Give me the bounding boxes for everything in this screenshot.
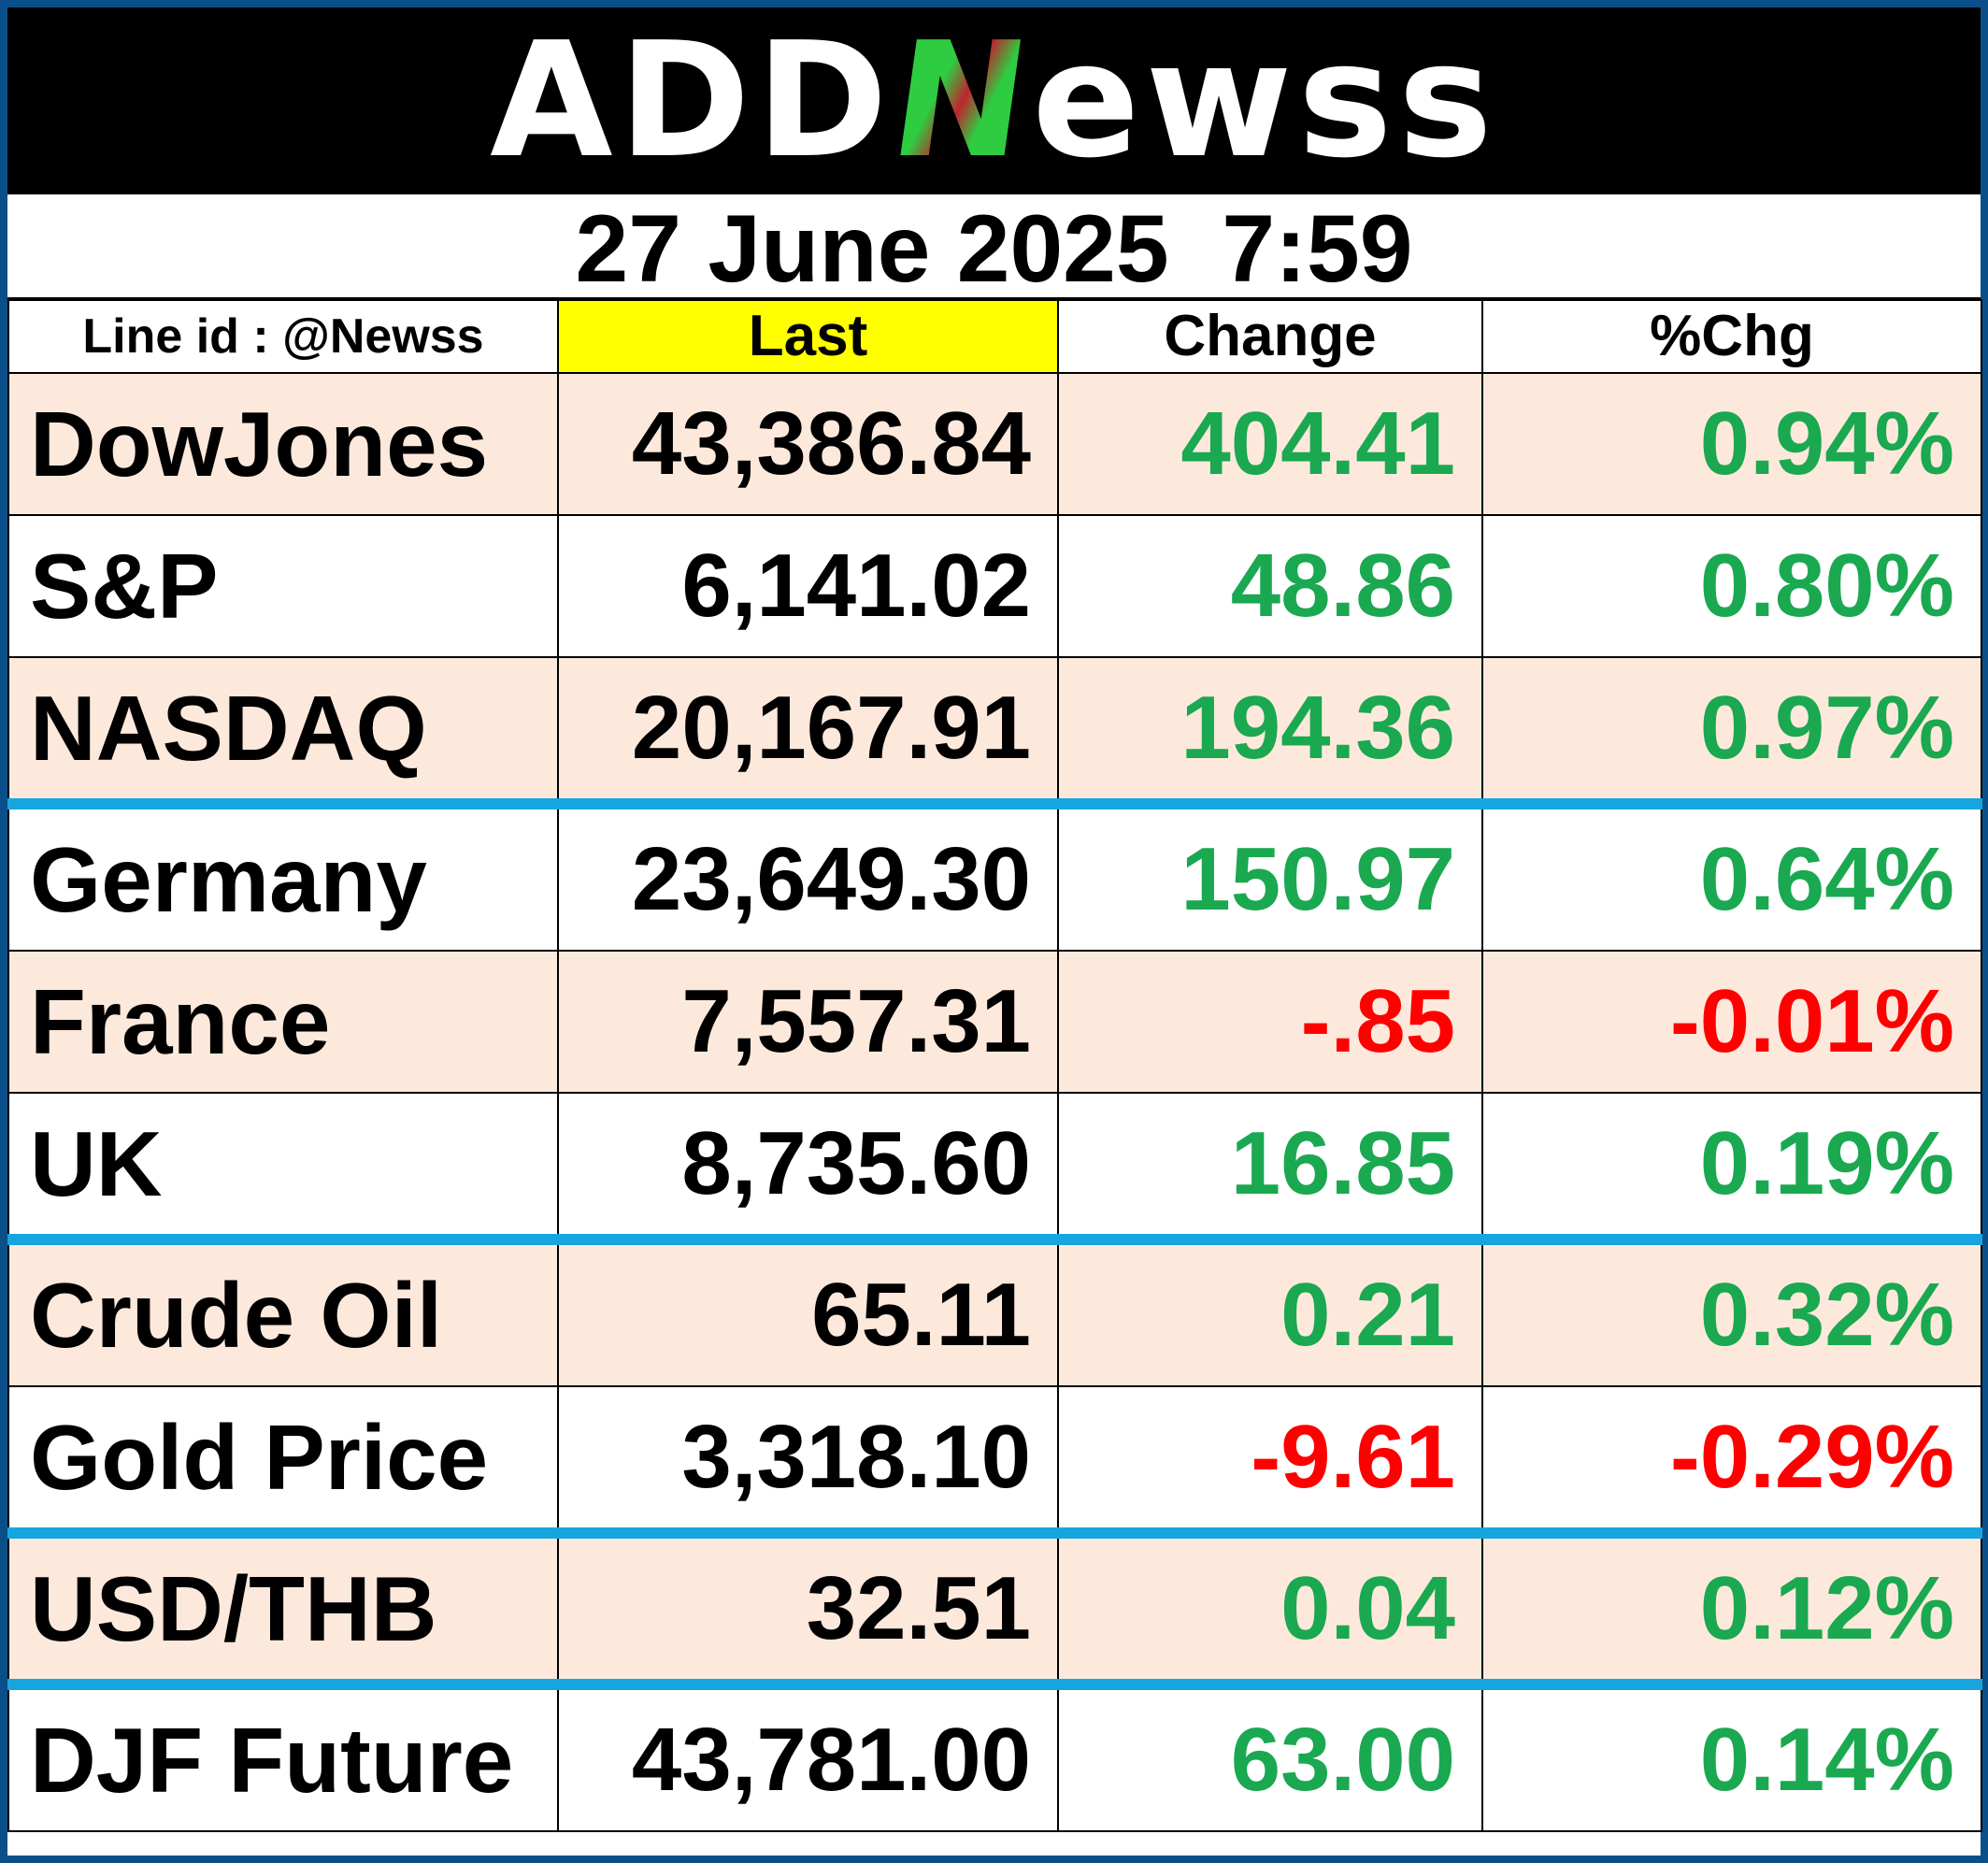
logo-part-b: ewss (1032, 8, 1498, 193)
table-row: S&P 6,141.02 48.86 0.80% (7, 515, 1982, 658)
table-row: Gold Price 3,318.10 -9.61 -0.29% (7, 1386, 1982, 1534)
row-name: USD/THB (7, 1527, 559, 1685)
row-change: 16.85 (1057, 1093, 1483, 1240)
row-pct: 0.14% (1481, 1679, 1982, 1832)
row-change: -.85 (1057, 951, 1483, 1094)
logo-part-a: ADD (490, 8, 894, 193)
row-name: Germany (7, 798, 559, 952)
table-row: Germany 23,649.30 150.97 0.64% (7, 798, 1982, 952)
row-last: 23,649.30 (557, 798, 1059, 952)
row-change: 0.21 (1057, 1234, 1483, 1387)
table-row: NASDAQ 20,167.91 194.36 0.97% (7, 657, 1982, 805)
row-last: 7,557.31 (557, 951, 1059, 1094)
table-row: France 7,557.31 -.85 -0.01% (7, 951, 1982, 1094)
row-name: NASDAQ (7, 657, 559, 805)
row-pct: 0.97% (1481, 657, 1982, 805)
last-header: Last (557, 299, 1059, 374)
row-name: Gold Price (7, 1386, 559, 1534)
row-change: 48.86 (1057, 515, 1483, 658)
row-last: 8,735.60 (557, 1093, 1059, 1240)
line-id-header: Line id : @Newss (7, 299, 559, 374)
row-last: 43,386.84 (557, 373, 1059, 516)
row-pct: -0.29% (1481, 1386, 1982, 1534)
table-row: DowJones 43,386.84 404.41 0.94% (7, 373, 1982, 516)
row-change: 150.97 (1057, 798, 1483, 952)
table-row: UK 8,735.60 16.85 0.19% (7, 1093, 1982, 1240)
row-pct: 0.80% (1481, 515, 1982, 658)
logo-part-n: N (880, 8, 1046, 193)
row-last: 65.11 (557, 1234, 1059, 1387)
market-table: Line id : @Newss Last Change %Chg DowJon… (7, 299, 1982, 1832)
change-header: Change (1057, 299, 1483, 374)
pct-header: %Chg (1481, 299, 1982, 374)
header-row: Line id : @Newss Last Change %Chg (7, 299, 1982, 374)
row-change: 63.00 (1057, 1679, 1483, 1832)
row-name: France (7, 951, 559, 1094)
row-change: -9.61 (1057, 1386, 1483, 1534)
row-name: S&P (7, 515, 559, 658)
row-change: 0.04 (1057, 1527, 1483, 1685)
row-last: 6,141.02 (557, 515, 1059, 658)
row-name: UK (7, 1093, 559, 1240)
row-name: DJF Future (7, 1679, 559, 1832)
logo-banner: ADDNewss (7, 7, 1981, 194)
table-row: DJF Future 43,781.00 63.00 0.14% (7, 1679, 1982, 1832)
row-last: 32.51 (557, 1527, 1059, 1685)
row-pct: 0.12% (1481, 1527, 1982, 1685)
table-row: Crude Oil 65.11 0.21 0.32% (7, 1234, 1982, 1387)
datetime: 27 June 2025 7:59 (7, 194, 1981, 302)
row-pct: -0.01% (1481, 951, 1982, 1094)
logo: ADDNewss (7, 8, 1981, 193)
row-pct: 0.64% (1481, 798, 1982, 952)
board: ADDNewss 27 June 2025 7:59 Line id : @Ne… (7, 7, 1982, 1856)
row-pct: 0.32% (1481, 1234, 1982, 1387)
row-pct: 0.94% (1481, 373, 1982, 516)
row-change: 194.36 (1057, 657, 1483, 805)
row-name: Crude Oil (7, 1234, 559, 1387)
row-name: DowJones (7, 373, 559, 516)
row-last: 3,318.10 (557, 1386, 1059, 1534)
row-last: 43,781.00 (557, 1679, 1059, 1832)
table-row: USD/THB 32.51 0.04 0.12% (7, 1527, 1982, 1685)
row-last: 20,167.91 (557, 657, 1059, 805)
row-pct: 0.19% (1481, 1093, 1982, 1240)
row-change: 404.41 (1057, 373, 1483, 516)
